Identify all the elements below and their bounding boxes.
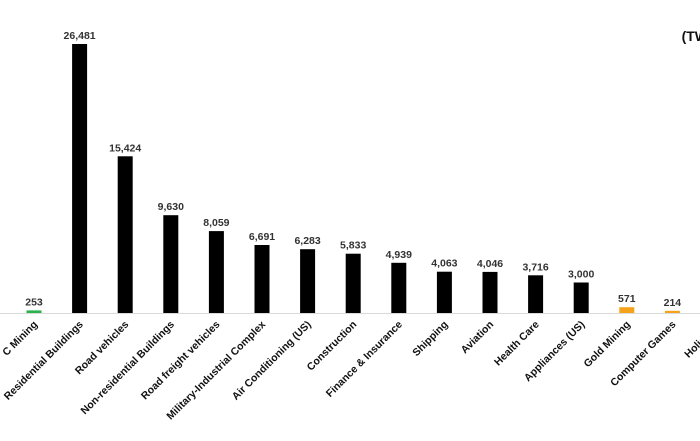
value-label-1: 26,481 [64, 30, 96, 42]
value-label-13: 571 [618, 293, 636, 305]
category-label-8: Finance & Insurance [324, 319, 405, 400]
category-label-1: Residential Buildings [2, 319, 86, 403]
category-label-15: Holiday L [682, 318, 700, 360]
bar-13 [619, 307, 635, 313]
bar-8 [391, 262, 407, 313]
value-label-2: 15,424 [109, 142, 141, 154]
category-label-11: Health Care [492, 319, 542, 369]
bar-4 [208, 231, 224, 313]
bar-1 [72, 44, 88, 313]
value-label-10: 4,046 [477, 258, 503, 270]
value-labels-group: 253 26,481 15,424 9,630 8,059 6,691 6,283 5,833… [25, 30, 681, 309]
bar-9 [436, 271, 452, 313]
category-label-3: Non-residential Buildings [79, 319, 178, 418]
unit-label: (TW [681, 28, 700, 44]
value-label-7: 5,833 [340, 240, 366, 252]
bar-5 [254, 245, 270, 313]
value-label-14: 214 [664, 297, 682, 309]
bar-0 [26, 310, 42, 313]
bar-14 [664, 310, 680, 313]
value-label-12: 3,000 [568, 269, 594, 281]
bar-3 [163, 215, 179, 313]
value-label-9: 4,063 [431, 258, 457, 270]
bar-6 [300, 249, 316, 313]
category-label-10: Aviation [459, 319, 496, 356]
category-label-6: Air Conditioning (US) [230, 319, 314, 403]
value-label-4: 8,059 [203, 217, 229, 229]
value-label-3: 9,630 [158, 201, 184, 213]
category-label-4: Road freight vehicles [139, 319, 223, 403]
value-label-0: 253 [25, 296, 43, 308]
value-label-8: 4,939 [386, 249, 412, 261]
category-label-9: Shipping [410, 319, 450, 359]
bar-2 [117, 156, 133, 313]
bars-group [26, 44, 680, 313]
category-label-0: C Mining [0, 319, 40, 359]
bar-7 [345, 253, 361, 313]
bar-11 [528, 275, 544, 313]
value-label-6: 6,283 [294, 235, 320, 247]
value-label-11: 3,716 [522, 261, 548, 273]
bar-12 [573, 282, 589, 313]
bar-10 [482, 271, 498, 313]
value-label-5: 6,691 [249, 231, 275, 243]
